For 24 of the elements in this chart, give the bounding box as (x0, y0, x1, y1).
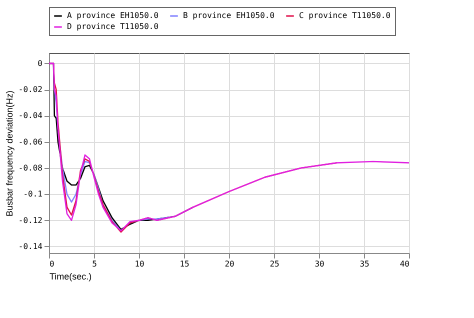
x-tick-label: 5 (92, 260, 98, 268)
y-axis-title: Busbar frequency deviation(Hz) (4, 90, 14, 217)
legend-label: C province T11050.0 (299, 11, 391, 20)
legend-label: D province T11050.0 (67, 22, 159, 31)
x-tick-label: 35 (360, 260, 370, 268)
line-series (49, 62, 409, 232)
x-tick-label: 25 (270, 260, 280, 268)
y-tick-label: -0.04 (18, 111, 43, 120)
y-tick-label: -0.12 (18, 216, 43, 225)
y-tick-label: -0.1 (23, 190, 43, 199)
legend-label: A province EH1050.0 (67, 11, 159, 20)
y-tick-label: 0 (38, 58, 43, 68)
x-tick-label: 10 (134, 260, 144, 268)
y-tick-label: -0.02 (18, 85, 43, 94)
x-tick-label: 20 (224, 260, 234, 268)
x-tick-label: 30 (314, 260, 324, 268)
x-tick-label: 0 (50, 260, 54, 268)
y-tick-label: -0.14 (18, 242, 43, 251)
legend-label: B province EH1050.0 (183, 11, 275, 20)
x-tick-label: 15 (180, 260, 190, 268)
x-axis-title: Time(sec.) (50, 272, 92, 282)
x-tick-label: 40 (400, 260, 410, 268)
y-tick-label: -0.06 (18, 137, 43, 146)
y-tick-label: -0.08 (18, 164, 43, 173)
